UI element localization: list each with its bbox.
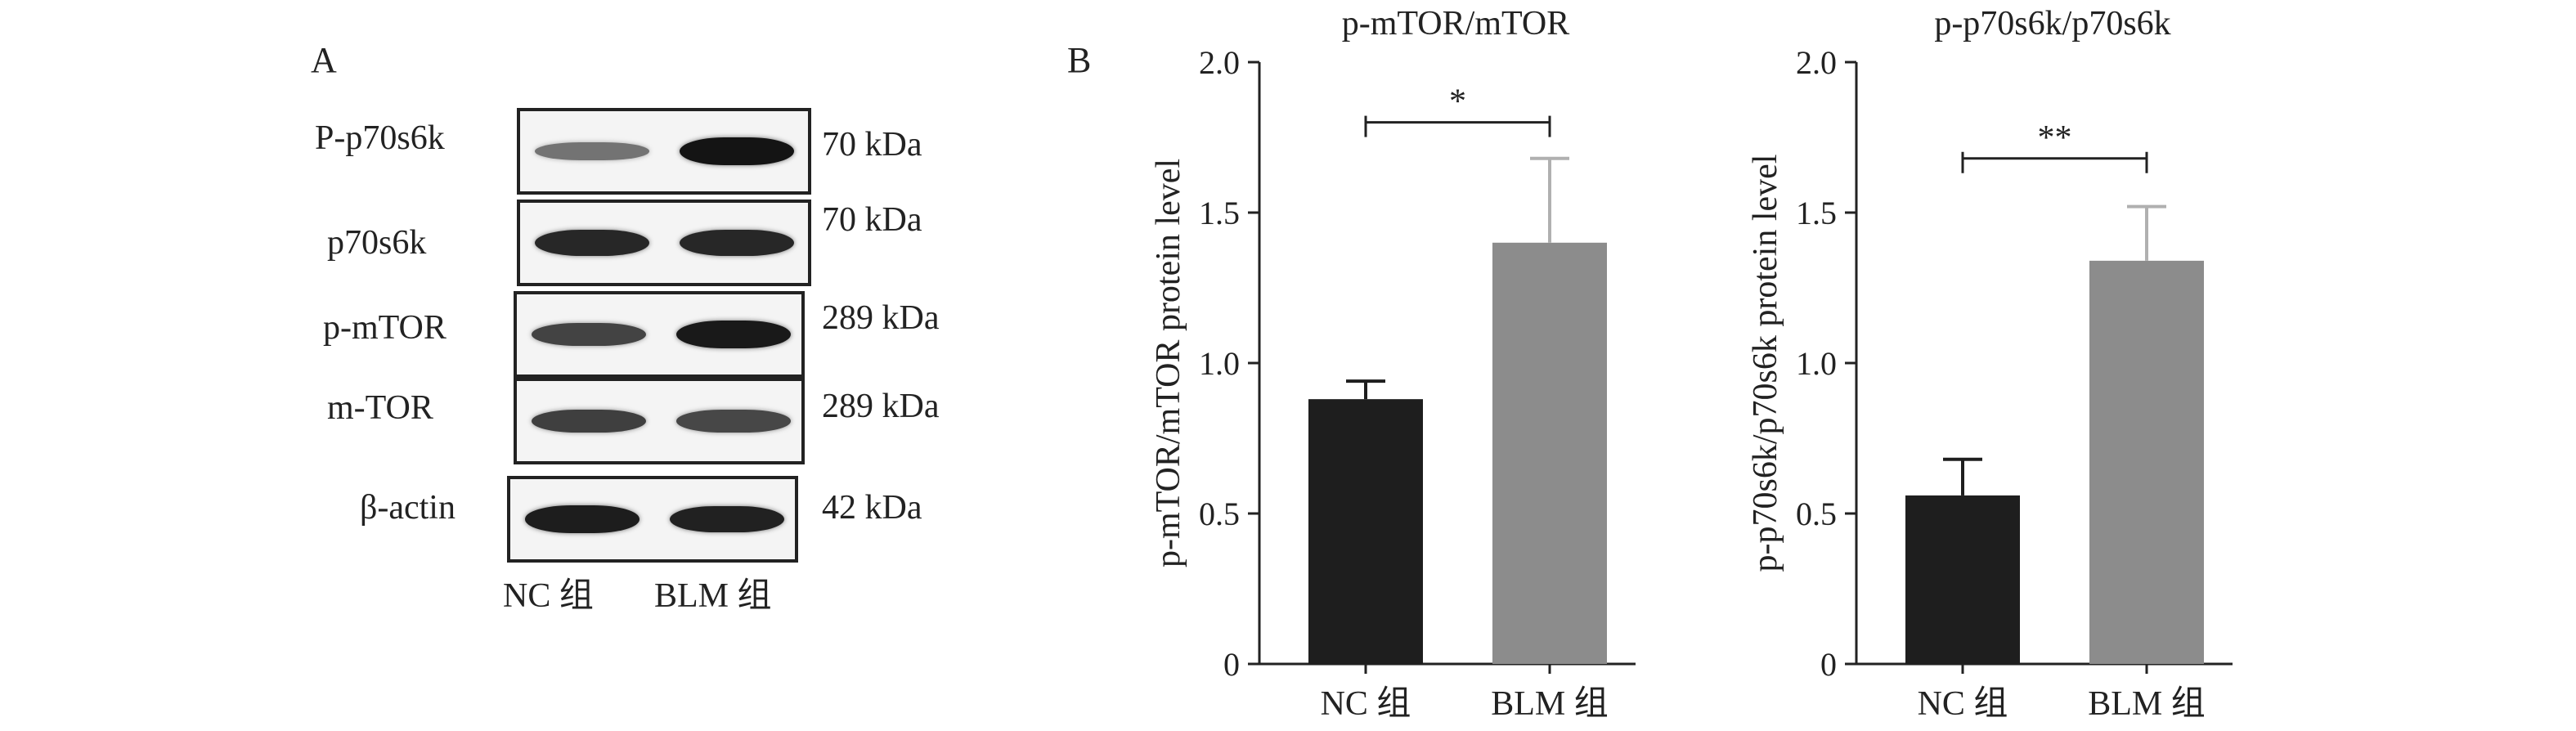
blot-size-label: 289 kDa <box>822 299 940 337</box>
y-axis-label: p-mTOR/mTOR protein level <box>1150 159 1187 567</box>
blot-5 <box>507 476 798 563</box>
band-blm <box>676 410 791 433</box>
panel-a-letter: A <box>311 40 337 80</box>
blot-4 <box>514 378 805 464</box>
band-blm <box>670 505 784 533</box>
band-nc <box>535 229 649 257</box>
blot-size-label: 289 kDa <box>822 388 940 425</box>
x-tick-label: BLM 组 <box>1491 685 1609 723</box>
lane-label-blm: BLM 组 <box>654 577 772 615</box>
blot-size-label: 42 kDa <box>822 489 922 527</box>
y-tick-label: 0 <box>1820 646 1837 683</box>
significance-marker: ** <box>2038 119 2072 157</box>
band-nc <box>532 409 646 433</box>
y-tick-label: 0.5 <box>1796 496 1837 532</box>
chart-title: p-p70s6k/p70s6k <box>1934 5 2170 43</box>
y-tick-label: 1.0 <box>1796 345 1837 382</box>
y-tick-label: 2.0 <box>1796 44 1837 81</box>
band-nc <box>532 322 646 347</box>
bar-chart-p-mtor: p-mTOR/mTOR p-mTOR/mTOR protein level 0 0.5… <box>1150 5 1636 723</box>
blot-size-label: 70 kDa <box>822 201 922 239</box>
significance-marker: * <box>1449 83 1466 121</box>
y-tick-label: 0 <box>1223 646 1240 683</box>
blot-protein-label: p70s6k <box>327 224 427 262</box>
lane-label-nc: NC 组 <box>503 577 594 615</box>
blot-protein-label: p-mTOR <box>323 309 447 347</box>
y-axis-label: p-p70s6k/p70s6k protein level <box>1747 155 1784 572</box>
y-tick-label: 1.5 <box>1796 195 1837 231</box>
band-nc <box>535 142 649 160</box>
x-tick-label: BLM 组 <box>2088 685 2206 723</box>
band-blm <box>676 321 791 348</box>
blot-1 <box>517 108 811 195</box>
blot-3 <box>514 291 805 378</box>
band-blm <box>680 229 794 257</box>
blot-size-label: 70 kDa <box>822 126 922 164</box>
y-tick-label: 0.5 <box>1199 496 1240 532</box>
band-blm <box>680 137 794 166</box>
bar-chart-p-p70s6k: p-p70s6k/p70s6k p-p70s6k/p70s6k protein l… <box>1747 5 2233 723</box>
blot-protein-label: m-TOR <box>327 389 433 427</box>
y-tick-label: 1.0 <box>1199 345 1240 382</box>
bar <box>1905 495 2020 664</box>
bar <box>1308 399 1423 664</box>
blot-2 <box>517 200 811 286</box>
x-tick-label: NC 组 <box>1918 685 2008 723</box>
bar <box>1492 242 1607 664</box>
x-tick-label: NC 组 <box>1321 685 1411 723</box>
y-tick-label: 2.0 <box>1199 44 1240 81</box>
chart-title: p-mTOR/mTOR <box>1342 5 1569 43</box>
panel-b-letter: B <box>1067 40 1092 80</box>
bar <box>2089 260 2204 664</box>
y-tick-label: 1.5 <box>1199 195 1240 231</box>
band-nc <box>525 505 640 533</box>
blot-protein-label: P-p70s6k <box>315 119 445 157</box>
blot-protein-label: β-actin <box>360 489 456 527</box>
